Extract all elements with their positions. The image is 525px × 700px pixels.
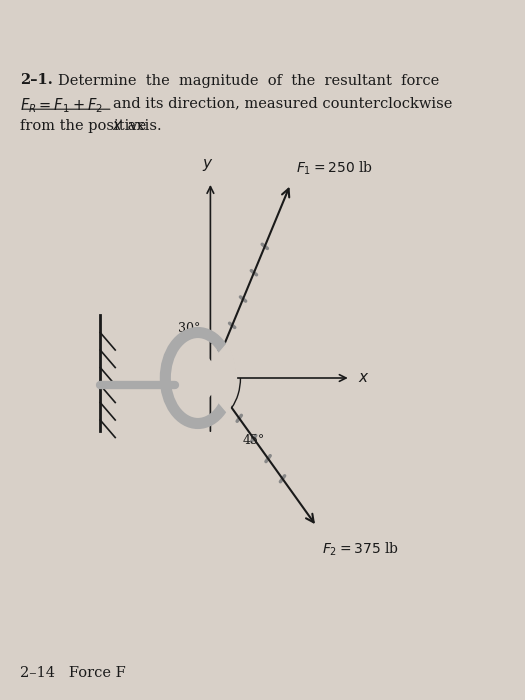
Text: $F_R = F_1 + F_2$: $F_R = F_1 + F_2$	[20, 97, 103, 116]
Text: from the positive: from the positive	[20, 119, 155, 133]
Text: 30°: 30°	[178, 323, 200, 335]
Circle shape	[180, 353, 216, 403]
Text: and its direction, measured counterclockwise: and its direction, measured counterclock…	[113, 97, 452, 111]
Text: axis.: axis.	[123, 119, 161, 133]
Text: $y$: $y$	[202, 157, 214, 173]
Text: 45°: 45°	[243, 435, 265, 447]
Text: $x$: $x$	[358, 371, 370, 385]
Text: 2–1.: 2–1.	[20, 74, 53, 88]
Text: $F_1 = 250$ lb: $F_1 = 250$ lb	[296, 160, 373, 177]
Text: $F_2 = 375$ lb: $F_2 = 375$ lb	[322, 540, 399, 558]
Text: $x$: $x$	[112, 119, 123, 133]
Wedge shape	[198, 344, 236, 412]
Text: 2–14   Force F: 2–14 Force F	[20, 666, 126, 680]
Text: Determine  the  magnitude  of  the  resultant  force: Determine the magnitude of the resultant…	[58, 74, 439, 88]
